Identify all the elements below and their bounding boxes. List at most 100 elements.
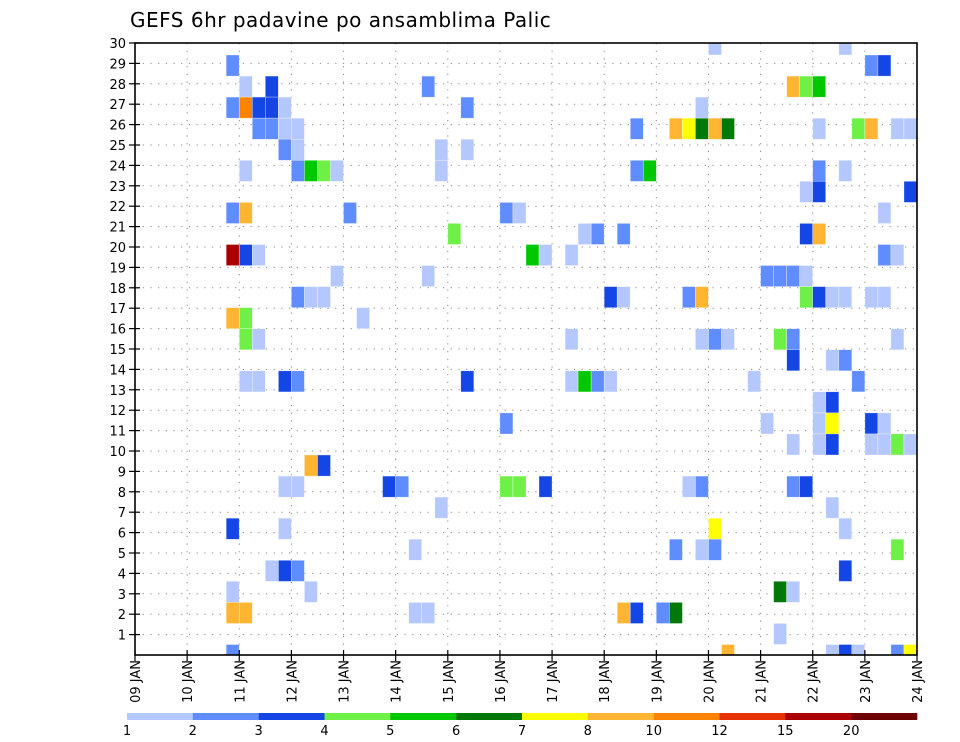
heatmap-cell <box>395 475 410 498</box>
heatmap-cell <box>304 286 318 309</box>
heatmap-cell <box>812 117 827 140</box>
heatmap-cell <box>890 644 905 655</box>
heatmap-cell <box>499 412 514 435</box>
heatmap-cell <box>682 286 696 309</box>
heatmap-cell <box>838 644 853 655</box>
heatmap-cell <box>538 244 553 266</box>
heatmap-cell <box>877 54 892 77</box>
heatmap-cell <box>434 138 449 161</box>
heatmap-cell <box>838 517 853 540</box>
legend-label: 4 <box>320 724 328 739</box>
heatmap-cell <box>890 538 905 561</box>
legend-label: 8 <box>584 724 592 739</box>
heatmap-cell <box>278 370 292 393</box>
heatmap-cell <box>799 475 814 498</box>
heatmap-cell <box>812 75 827 98</box>
heatmap-cell <box>278 559 292 582</box>
heatmap-cell <box>291 370 305 393</box>
x-tick-label: 12 JAN <box>285 660 300 703</box>
heatmap-cell <box>708 328 722 351</box>
heatmap-cell <box>317 160 331 182</box>
heatmap-cell <box>225 644 240 655</box>
heatmap-cell <box>890 244 905 266</box>
heatmap-cell <box>291 559 305 582</box>
y-tick-label: 24 <box>109 159 126 174</box>
heatmap-cell <box>812 286 827 309</box>
heatmap-cell <box>278 517 292 540</box>
y-tick-label: 21 <box>109 221 126 236</box>
heatmap-cell <box>512 475 527 498</box>
heatmap-cell <box>799 265 814 287</box>
legend-label: 3 <box>255 724 263 739</box>
heatmap-cell <box>616 602 631 624</box>
heatmap-cell <box>278 138 292 161</box>
heatmap-cell <box>278 96 292 119</box>
heatmap-cell <box>252 244 266 266</box>
heatmap-cell <box>786 328 801 351</box>
heatmap-cell <box>851 644 866 655</box>
legend-color-box <box>258 713 325 720</box>
heatmap-cell <box>225 517 240 540</box>
heatmap-cell <box>239 328 253 351</box>
heatmap-cell <box>721 117 735 140</box>
heatmap-cell <box>590 370 605 393</box>
heatmap-cell <box>252 328 266 351</box>
heatmap-cell <box>812 391 827 414</box>
heatmap-cell <box>877 202 892 224</box>
legend-color-box <box>127 713 194 720</box>
heatmap-cell <box>695 328 709 351</box>
legend-label: 6 <box>452 724 460 739</box>
heatmap-cell <box>421 265 436 287</box>
legend-color-box <box>192 713 259 720</box>
heatmap-cell <box>812 433 827 456</box>
legend-color-box <box>456 713 523 720</box>
heatmap-cell <box>408 538 423 561</box>
heatmap-cell <box>343 202 357 224</box>
heatmap-cell <box>695 96 709 119</box>
heatmap-cell <box>877 412 892 435</box>
heatmap-cell <box>577 223 592 245</box>
heatmap-cell <box>799 286 814 309</box>
x-tick-label: 20 JAN <box>703 660 718 703</box>
x-tick-label: 17 JAN <box>546 660 561 703</box>
y-tick-label: 11 <box>109 425 126 440</box>
heatmap-cell <box>838 559 853 582</box>
x-tick-label: 19 JAN <box>650 660 665 703</box>
heatmap-cell <box>291 286 305 309</box>
heatmap-cell <box>786 475 801 498</box>
heatmap-cell <box>304 454 318 477</box>
heatmap-cell <box>252 370 266 393</box>
y-tick-label: 30 <box>109 37 126 52</box>
y-tick-label: 16 <box>109 323 126 338</box>
heatmap-cell <box>903 181 917 203</box>
heatmap-cell <box>682 475 696 498</box>
heatmap-cell <box>421 75 436 98</box>
heatmap-cell <box>603 286 618 309</box>
heatmap-cell <box>838 160 853 182</box>
heatmap-cell <box>799 75 814 98</box>
heatmap-cell <box>890 328 905 351</box>
y-tick-label: 17 <box>109 302 126 317</box>
heatmap-cell <box>225 96 240 119</box>
heatmap-cell <box>304 160 318 182</box>
y-tick-label: 5 <box>118 547 126 562</box>
heatmap-cell <box>786 580 801 603</box>
heatmap-cell <box>773 623 787 645</box>
heatmap-cell <box>225 244 240 266</box>
y-tick-label: 22 <box>109 200 126 215</box>
y-tick-label: 25 <box>109 139 126 154</box>
heatmap-cell <box>590 223 605 245</box>
heatmap-cell <box>460 138 475 161</box>
x-tick-label: 09 JAN <box>129 660 144 703</box>
heatmap-cells <box>225 43 917 655</box>
heatmap-cell <box>278 475 292 498</box>
legend-label: 20 <box>843 724 860 739</box>
heatmap-cell <box>525 244 540 266</box>
heatmap-cell <box>838 43 853 56</box>
heatmap-cell <box>695 538 709 561</box>
heatmap-cell <box>291 138 305 161</box>
heatmap-cell <box>851 370 866 393</box>
legend-label: 15 <box>777 724 794 739</box>
heatmap-cell <box>264 559 279 582</box>
